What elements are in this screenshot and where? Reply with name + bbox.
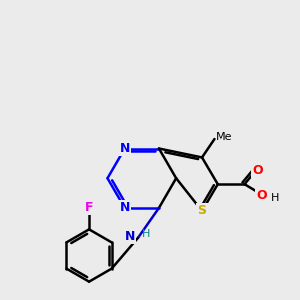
Text: O: O: [253, 164, 263, 177]
Text: H: H: [142, 229, 151, 239]
Text: H: H: [271, 193, 279, 202]
Text: N: N: [119, 202, 130, 214]
Text: S: S: [197, 204, 206, 218]
Text: O: O: [256, 189, 267, 202]
Text: F: F: [85, 201, 93, 214]
Text: Me: Me: [216, 132, 232, 142]
Text: N: N: [125, 230, 136, 243]
Text: N: N: [119, 142, 130, 155]
